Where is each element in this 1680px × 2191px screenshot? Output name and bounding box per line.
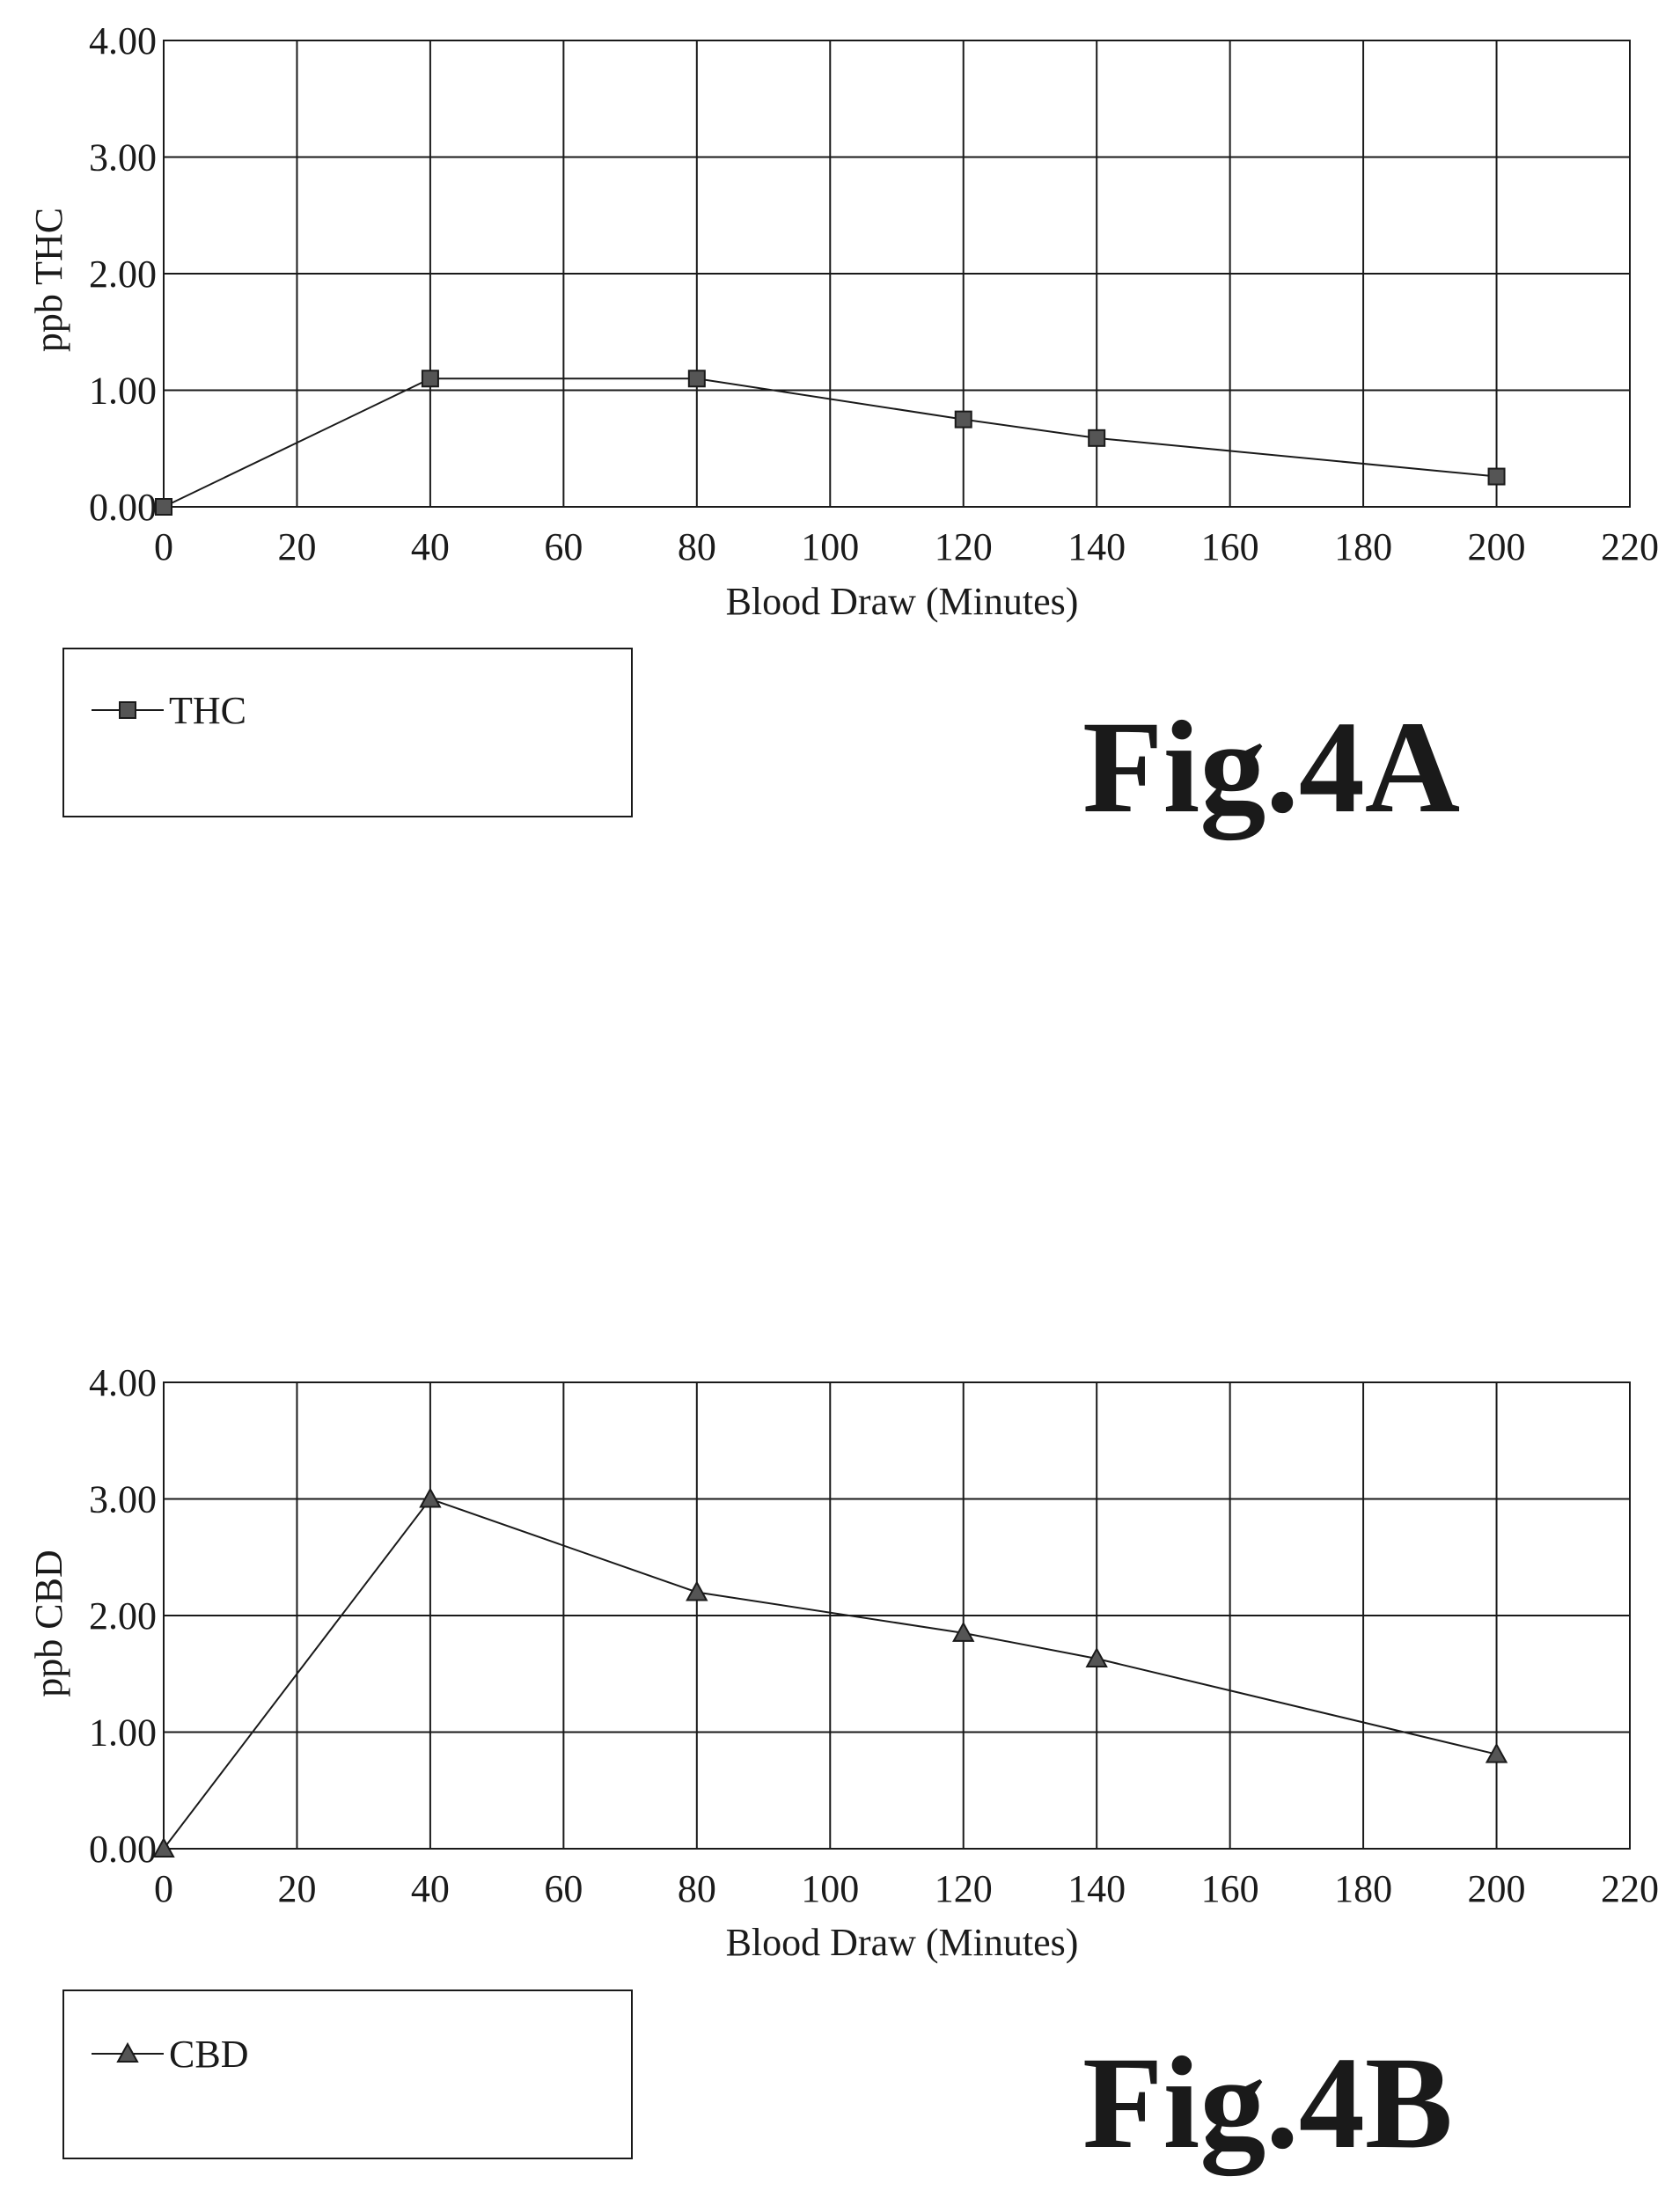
thc-y-axis-title: ppb THC bbox=[27, 208, 70, 352]
cbd-x-tick-label: 160 bbox=[1201, 1867, 1259, 1910]
thc-y-tick-label: 3.00 bbox=[89, 136, 157, 180]
cbd-x-tick-label: 220 bbox=[1601, 1867, 1659, 1910]
thc-data-point bbox=[421, 370, 439, 388]
thc-x-tick-label: 40 bbox=[411, 525, 450, 568]
cbd-y-ticks: 0.00 1.00 2.00 3.00 4.00 bbox=[89, 1361, 157, 1871]
thc-x-axis-title: Blood Draw (Minutes) bbox=[726, 580, 1079, 623]
cbd-data-point bbox=[686, 1580, 708, 1601]
thc-plot-frame bbox=[163, 40, 1631, 508]
thc-legend-marker bbox=[119, 701, 136, 719]
cbd-data-point bbox=[952, 1621, 975, 1642]
thc-y-tick-label: 0.00 bbox=[89, 486, 157, 529]
cbd-data-point bbox=[1085, 1646, 1108, 1668]
cbd-y-tick-label: 2.00 bbox=[89, 1594, 157, 1638]
cbd-data-point bbox=[1485, 1742, 1508, 1763]
thc-x-tick-label: 120 bbox=[935, 525, 993, 568]
thc-y-tick-label: 4.00 bbox=[89, 19, 157, 62]
cbd-legend-label: CBD bbox=[169, 2033, 248, 2076]
fig-4b-caption: Fig.4B bbox=[1082, 2030, 1453, 2176]
cbd-x-tick-label: 200 bbox=[1468, 1867, 1526, 1910]
cbd-data-point bbox=[419, 1487, 442, 1508]
cbd-x-tick-label: 60 bbox=[544, 1867, 583, 1910]
cbd-y-tick-label: 1.00 bbox=[89, 1711, 157, 1755]
cbd-x-tick-label: 20 bbox=[277, 1867, 316, 1910]
cbd-plot-frame bbox=[163, 1381, 1631, 1850]
thc-x-tick-label: 0 bbox=[154, 525, 173, 568]
thc-x-tick-label: 220 bbox=[1601, 525, 1659, 568]
thc-data-point bbox=[687, 370, 706, 388]
cbd-legend-marker bbox=[116, 2041, 139, 2063]
thc-data-point bbox=[1088, 429, 1106, 447]
thc-x-tick-label: 140 bbox=[1067, 525, 1126, 568]
thc-x-tick-label: 80 bbox=[678, 525, 716, 568]
thc-x-tick-label: 200 bbox=[1468, 525, 1526, 568]
cbd-x-tick-label: 0 bbox=[154, 1867, 173, 1910]
thc-y-tick-label: 2.00 bbox=[89, 253, 157, 296]
cbd-x-tick-label: 140 bbox=[1067, 1867, 1126, 1910]
thc-x-ticks: 0 20 40 60 80 100 120 140 160 180 200 220 bbox=[154, 525, 1659, 568]
thc-x-tick-label: 160 bbox=[1201, 525, 1259, 568]
cbd-x-ticks: 0 20 40 60 80 100 120 140 160 180 200 220 bbox=[154, 1867, 1659, 1910]
thc-x-tick-label: 180 bbox=[1334, 525, 1392, 568]
cbd-x-tick-label: 180 bbox=[1334, 1867, 1392, 1910]
cbd-x-tick-label: 100 bbox=[801, 1867, 859, 1910]
cbd-y-tick-label: 4.00 bbox=[89, 1361, 157, 1404]
thc-legend-label: THC bbox=[169, 689, 246, 732]
thc-x-tick-label: 60 bbox=[544, 525, 583, 568]
cbd-y-axis-title: ppb CBD bbox=[27, 1550, 70, 1696]
cbd-y-tick-label: 3.00 bbox=[89, 1478, 157, 1521]
cbd-x-axis-title: Blood Draw (Minutes) bbox=[726, 1921, 1079, 1964]
thc-x-tick-label: 20 bbox=[277, 525, 316, 568]
fig-4a-caption: Fig.4A bbox=[1082, 694, 1460, 840]
cbd-y-tick-label: 0.00 bbox=[89, 1828, 157, 1871]
thc-data-point bbox=[1487, 467, 1506, 486]
thc-chart: 0 20 40 60 80 100 120 140 160 180 200 220 0.00 1.00 2… bbox=[27, 19, 1659, 840]
thc-grid bbox=[163, 40, 1631, 508]
thc-y-tick-label: 1.00 bbox=[89, 370, 157, 413]
cbd-x-tick-label: 120 bbox=[935, 1867, 993, 1910]
cbd-series bbox=[152, 1487, 1508, 1858]
cbd-x-tick-label: 40 bbox=[411, 1867, 450, 1910]
thc-legend: THC bbox=[62, 648, 633, 817]
thc-legend-box bbox=[62, 648, 633, 817]
cbd-data-point bbox=[152, 1836, 175, 1858]
cbd-legend-box bbox=[62, 1989, 633, 2159]
thc-data-point bbox=[155, 498, 172, 516]
thc-series bbox=[155, 370, 1506, 516]
cbd-series-line bbox=[163, 1498, 1497, 1850]
cbd-legend: CBD bbox=[62, 1989, 633, 2159]
cbd-x-tick-label: 80 bbox=[678, 1867, 716, 1910]
cbd-chart: 0 20 40 60 80 100 120 140 160 180 200 220 0.00 1.00 2… bbox=[27, 1361, 1659, 2176]
cbd-grid bbox=[163, 1381, 1631, 1850]
thc-y-ticks: 0.00 1.00 2.00 3.00 4.00 bbox=[89, 19, 157, 529]
thc-data-point bbox=[954, 410, 972, 429]
thc-x-tick-label: 100 bbox=[801, 525, 859, 568]
thc-series-line bbox=[163, 377, 1497, 508]
